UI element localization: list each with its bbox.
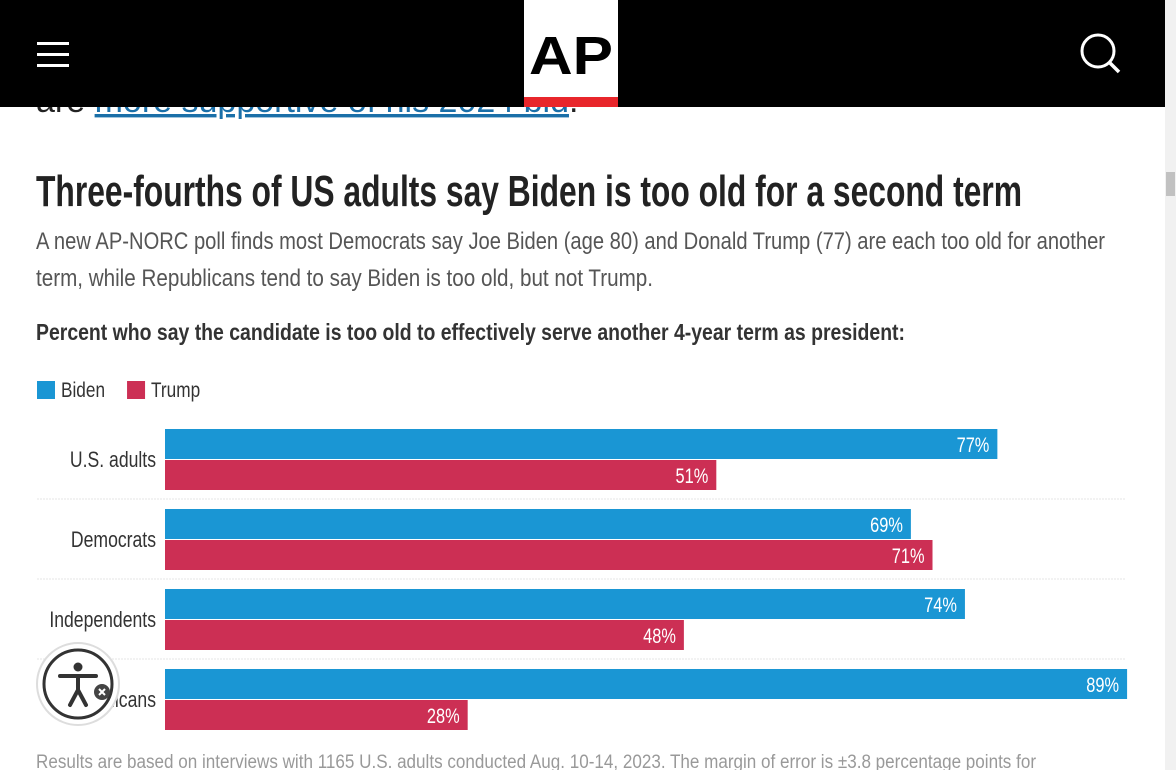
bar	[165, 509, 911, 539]
legend-label: Trump	[151, 379, 200, 402]
category-label: Independents	[49, 607, 156, 632]
value-label: 74%	[924, 594, 957, 617]
bar	[165, 429, 998, 459]
scroll-track	[1165, 0, 1176, 770]
category-label: Democrats	[71, 527, 156, 552]
a11y-head	[73, 662, 83, 672]
menu-line	[37, 64, 69, 67]
menu-button[interactable]	[37, 42, 69, 67]
value-label: 77%	[957, 434, 990, 457]
logo-text: AP	[529, 26, 613, 86]
chart-title: Three-fourths of US adults say Biden is …	[36, 167, 1022, 216]
legend-swatch	[127, 381, 146, 399]
bar	[165, 620, 684, 650]
logo[interactable]: AP	[524, 0, 618, 107]
chart-subtitle: term, while Republicans tend to say Bide…	[36, 265, 653, 292]
menu-line	[37, 42, 69, 45]
menu-line	[37, 53, 69, 56]
footnote: Results are based on interviews with 116…	[36, 752, 1037, 770]
scrollbar[interactable]	[1165, 0, 1176, 770]
bar	[165, 540, 933, 570]
logo-box	[524, 0, 618, 107]
value-label: 28%	[427, 705, 460, 728]
search-circle	[1080, 33, 1116, 69]
legend-label: Biden	[61, 379, 105, 402]
chart-label: Percent who say the candidate is too old…	[36, 319, 905, 345]
bar	[165, 589, 965, 619]
category-label: U.S. adults	[70, 447, 156, 472]
accessibility-button[interactable]	[36, 642, 120, 726]
value-label: 48%	[643, 625, 676, 648]
value-label: 89%	[1086, 674, 1119, 697]
legend-swatch	[37, 381, 55, 399]
header: AP	[0, 0, 1165, 107]
a11y-figure	[58, 674, 98, 707]
bar	[165, 700, 468, 730]
value-label: 69%	[870, 514, 903, 537]
logo-stripe	[524, 97, 618, 107]
bar	[165, 669, 1128, 699]
chart-subtitle: A new AP-NORC poll finds most Democrats …	[36, 228, 1105, 255]
search-handle	[1108, 61, 1121, 74]
value-label: 51%	[676, 465, 709, 488]
a11y-close-x	[98, 688, 106, 696]
bar	[165, 460, 717, 490]
plot: Biden Trump U.S. adults 77% 51% Democrats 69% 7…	[37, 379, 1128, 730]
scroll-thumb[interactable]	[1166, 172, 1175, 196]
search-button[interactable]	[1080, 33, 1121, 74]
value-label: 71%	[892, 545, 925, 568]
